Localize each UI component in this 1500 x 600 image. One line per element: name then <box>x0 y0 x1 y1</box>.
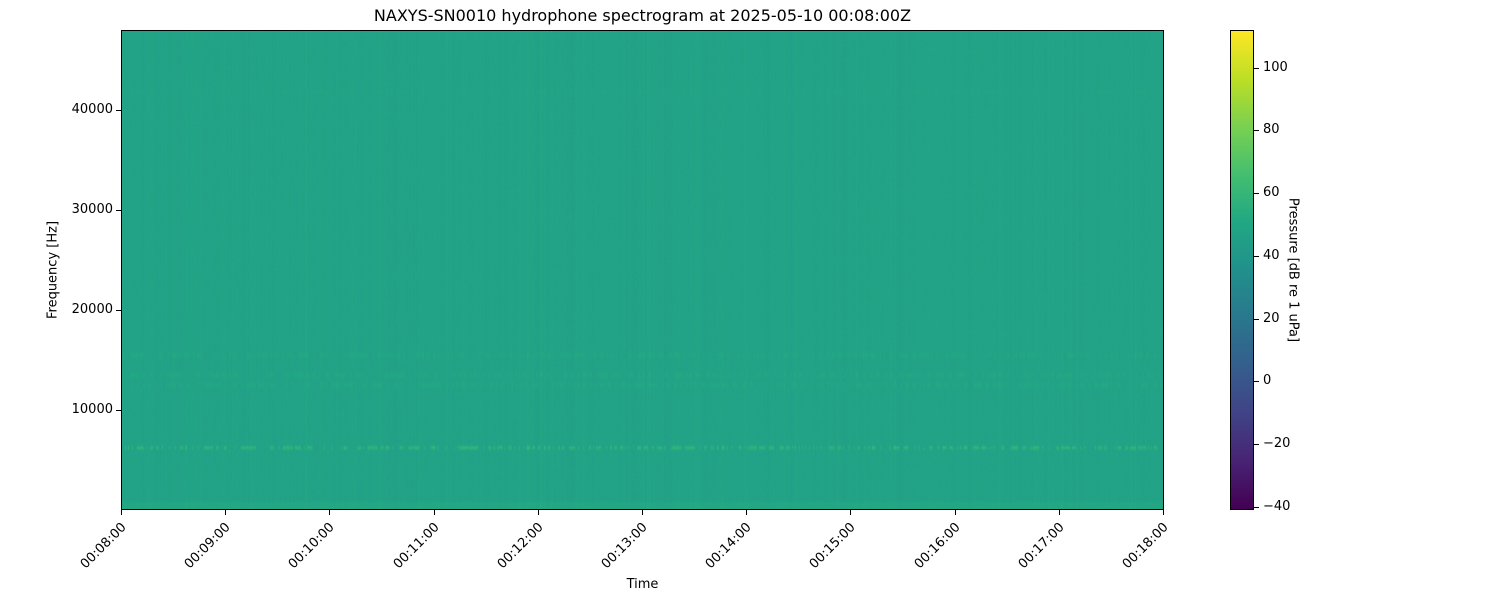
colorbar-tick-label: 80 <box>1263 122 1280 138</box>
colorbar-tick-label: 100 <box>1263 59 1288 75</box>
x-tick-mark <box>433 510 435 515</box>
y-tick-mark <box>116 110 121 111</box>
colorbar-tick-label: 0 <box>1263 373 1272 389</box>
x-tick-label: 00:12:00 <box>494 520 547 572</box>
colorbar-tick-label: 60 <box>1263 185 1280 201</box>
x-tick-mark <box>642 510 643 515</box>
x-tick-label: 00:08:00 <box>77 520 130 572</box>
colorbar-tick-label: 20 <box>1263 310 1280 326</box>
x-tick-label: 00:11:00 <box>390 520 443 572</box>
y-tick-mark <box>116 310 121 311</box>
colorbar <box>1230 30 1254 510</box>
x-tick-label: 00:17:00 <box>1015 520 1068 572</box>
x-tick-mark <box>329 510 331 515</box>
colorbar-tick-label: −20 <box>1263 436 1291 452</box>
y-tick-label: 10000 <box>71 402 113 417</box>
x-tick-mark <box>1163 510 1164 515</box>
colorbar-tick-mark <box>1254 318 1259 320</box>
colorbar-tick-label: 40 <box>1263 247 1280 263</box>
x-tick-label: 00:09:00 <box>181 520 234 572</box>
x-axis-label: Time <box>626 577 659 592</box>
x-tick-label: 00:14:00 <box>702 520 755 572</box>
spectrogram-heatmap <box>122 31 1163 509</box>
colorbar-tick-mark <box>1254 255 1259 257</box>
x-tick-mark <box>537 510 539 515</box>
x-tick-label: 00:16:00 <box>911 520 964 572</box>
y-tick-label: 20000 <box>71 302 113 317</box>
x-tick-label: 00:18:00 <box>1119 520 1172 572</box>
x-tick-mark <box>225 510 227 515</box>
x-tick-label: 00:15:00 <box>807 520 859 572</box>
x-tick-mark <box>121 510 122 515</box>
colorbar-tick-mark <box>1254 506 1259 508</box>
colorbar-tick-mark <box>1254 193 1259 195</box>
colorbar-label: Pressure [dB re 1 uPa] <box>1285 197 1301 343</box>
colorbar-tick-mark <box>1254 381 1259 383</box>
x-tick-label: 00:10:00 <box>286 520 338 572</box>
colorbar-gradient <box>1231 31 1253 509</box>
colorbar-tick-mark <box>1254 444 1259 446</box>
x-tick-mark <box>850 510 852 515</box>
colorbar-tick-label: −40 <box>1263 498 1291 514</box>
y-tick-mark <box>116 210 121 211</box>
chart-title: NAXYS-SN0010 hydrophone spectrogram at 2… <box>373 6 912 25</box>
x-tick-mark <box>954 510 956 515</box>
spectrogram-plot-area <box>121 30 1164 510</box>
x-tick-mark <box>1058 510 1060 515</box>
x-tick-label: 00:13:00 <box>598 520 651 572</box>
y-tick-mark <box>116 410 121 411</box>
y-tick-label: 40000 <box>71 102 113 117</box>
y-tick-label: 30000 <box>71 202 113 217</box>
colorbar-tick-mark <box>1254 130 1259 132</box>
colorbar-tick-mark <box>1254 67 1259 69</box>
x-tick-mark <box>746 510 748 515</box>
